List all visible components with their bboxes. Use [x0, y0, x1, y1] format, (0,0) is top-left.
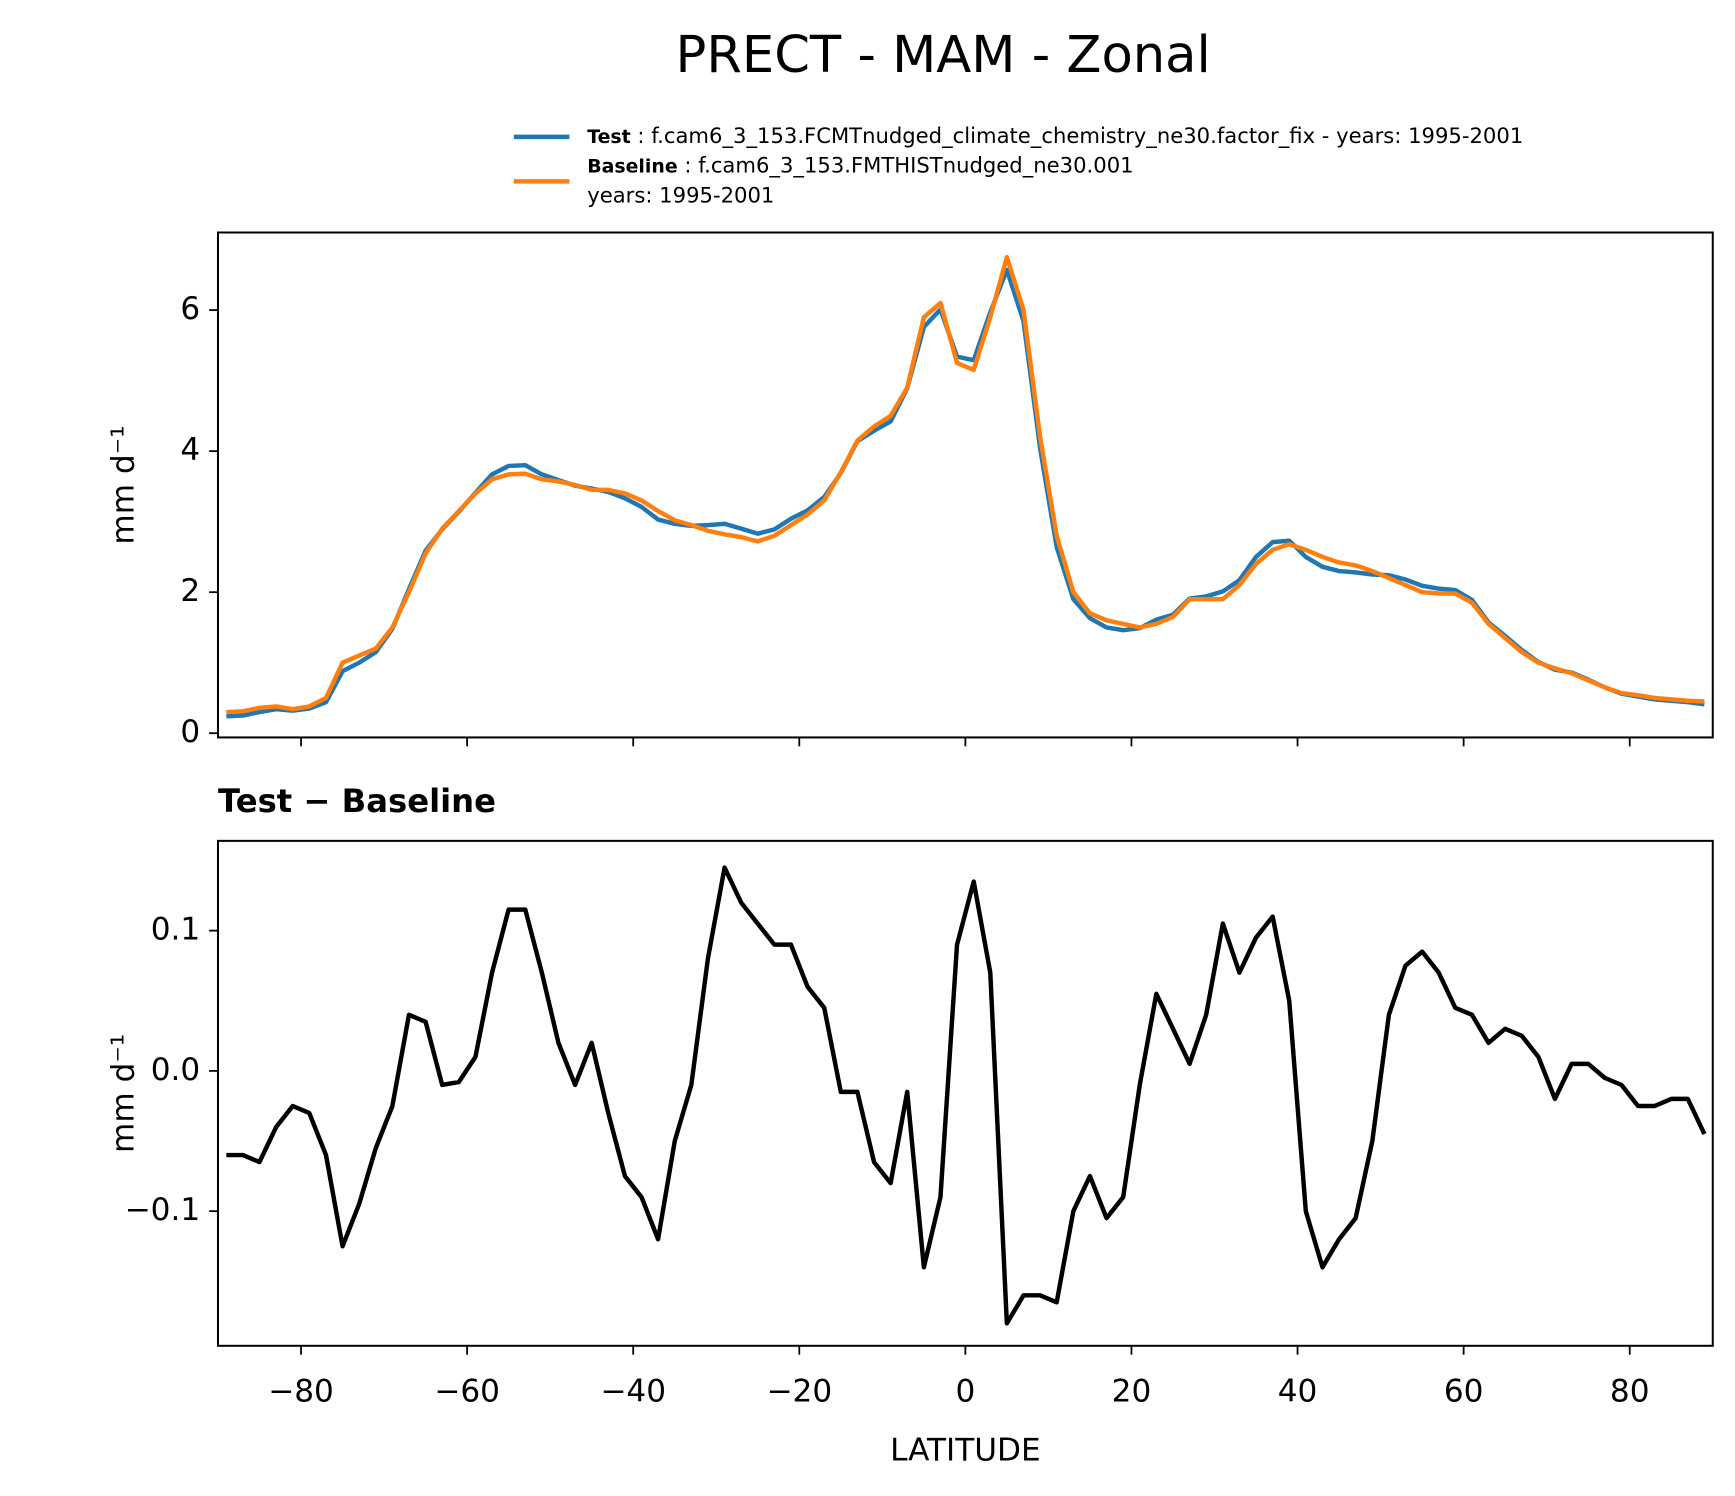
- x-axis-label: LATITUDE: [890, 1432, 1041, 1468]
- legend-sep: :: [631, 123, 652, 148]
- series-line: [226, 267, 1705, 719]
- y-axis-label: mm d⁻¹: [106, 1034, 142, 1153]
- axes-frame: [216, 839, 1714, 1347]
- y-tick-label: 4: [180, 432, 200, 468]
- y-tick-label: −0.1: [125, 1192, 201, 1228]
- series-line: [226, 254, 1705, 715]
- x-tick-label: 0: [955, 1374, 975, 1410]
- y-tick-label: 0.0: [151, 1052, 201, 1088]
- legend-name: Baseline: [587, 155, 677, 177]
- legend-description: years: 1995-2001: [587, 182, 774, 207]
- y-axis-label: mm d⁻¹: [106, 425, 142, 544]
- legend-description: f.cam6_3_153.FCMTnudged_climate_chemistr…: [651, 123, 1523, 149]
- legend-text: Baseline : f.cam6_3_153.FMTHISTnudged_ne…: [587, 152, 1133, 178]
- x-tick-label: 80: [1610, 1374, 1650, 1410]
- x-tick-label: −40: [600, 1374, 666, 1410]
- x-tick-label: −60: [434, 1374, 500, 1410]
- figure-title: PRECT - MAM - Zonal: [676, 26, 1211, 85]
- y-tick-label: 6: [180, 291, 200, 327]
- x-tick-label: 60: [1444, 1374, 1484, 1410]
- legend-name: Test: [587, 125, 630, 147]
- legend-description: f.cam6_3_153.FMTHISTnudged_ne30.001: [698, 152, 1133, 178]
- series-line: [226, 865, 1707, 1326]
- axes-frame: [216, 231, 1714, 739]
- y-tick-label: 0.1: [151, 912, 201, 948]
- legend-sep: :: [678, 152, 699, 177]
- y-tick-label: 0: [180, 714, 200, 750]
- x-tick-label: 40: [1278, 1374, 1318, 1410]
- subplot-title: Test − Baseline: [218, 782, 496, 820]
- legend-text: years: 1995-2001: [587, 182, 774, 207]
- x-tick-label: −20: [766, 1374, 832, 1410]
- legend-text: Test : f.cam6_3_153.FCMTnudged_climate_c…: [587, 123, 1523, 149]
- y-tick-label: 2: [180, 573, 200, 609]
- x-tick-label: −80: [268, 1374, 334, 1410]
- x-tick-label: 20: [1112, 1374, 1152, 1410]
